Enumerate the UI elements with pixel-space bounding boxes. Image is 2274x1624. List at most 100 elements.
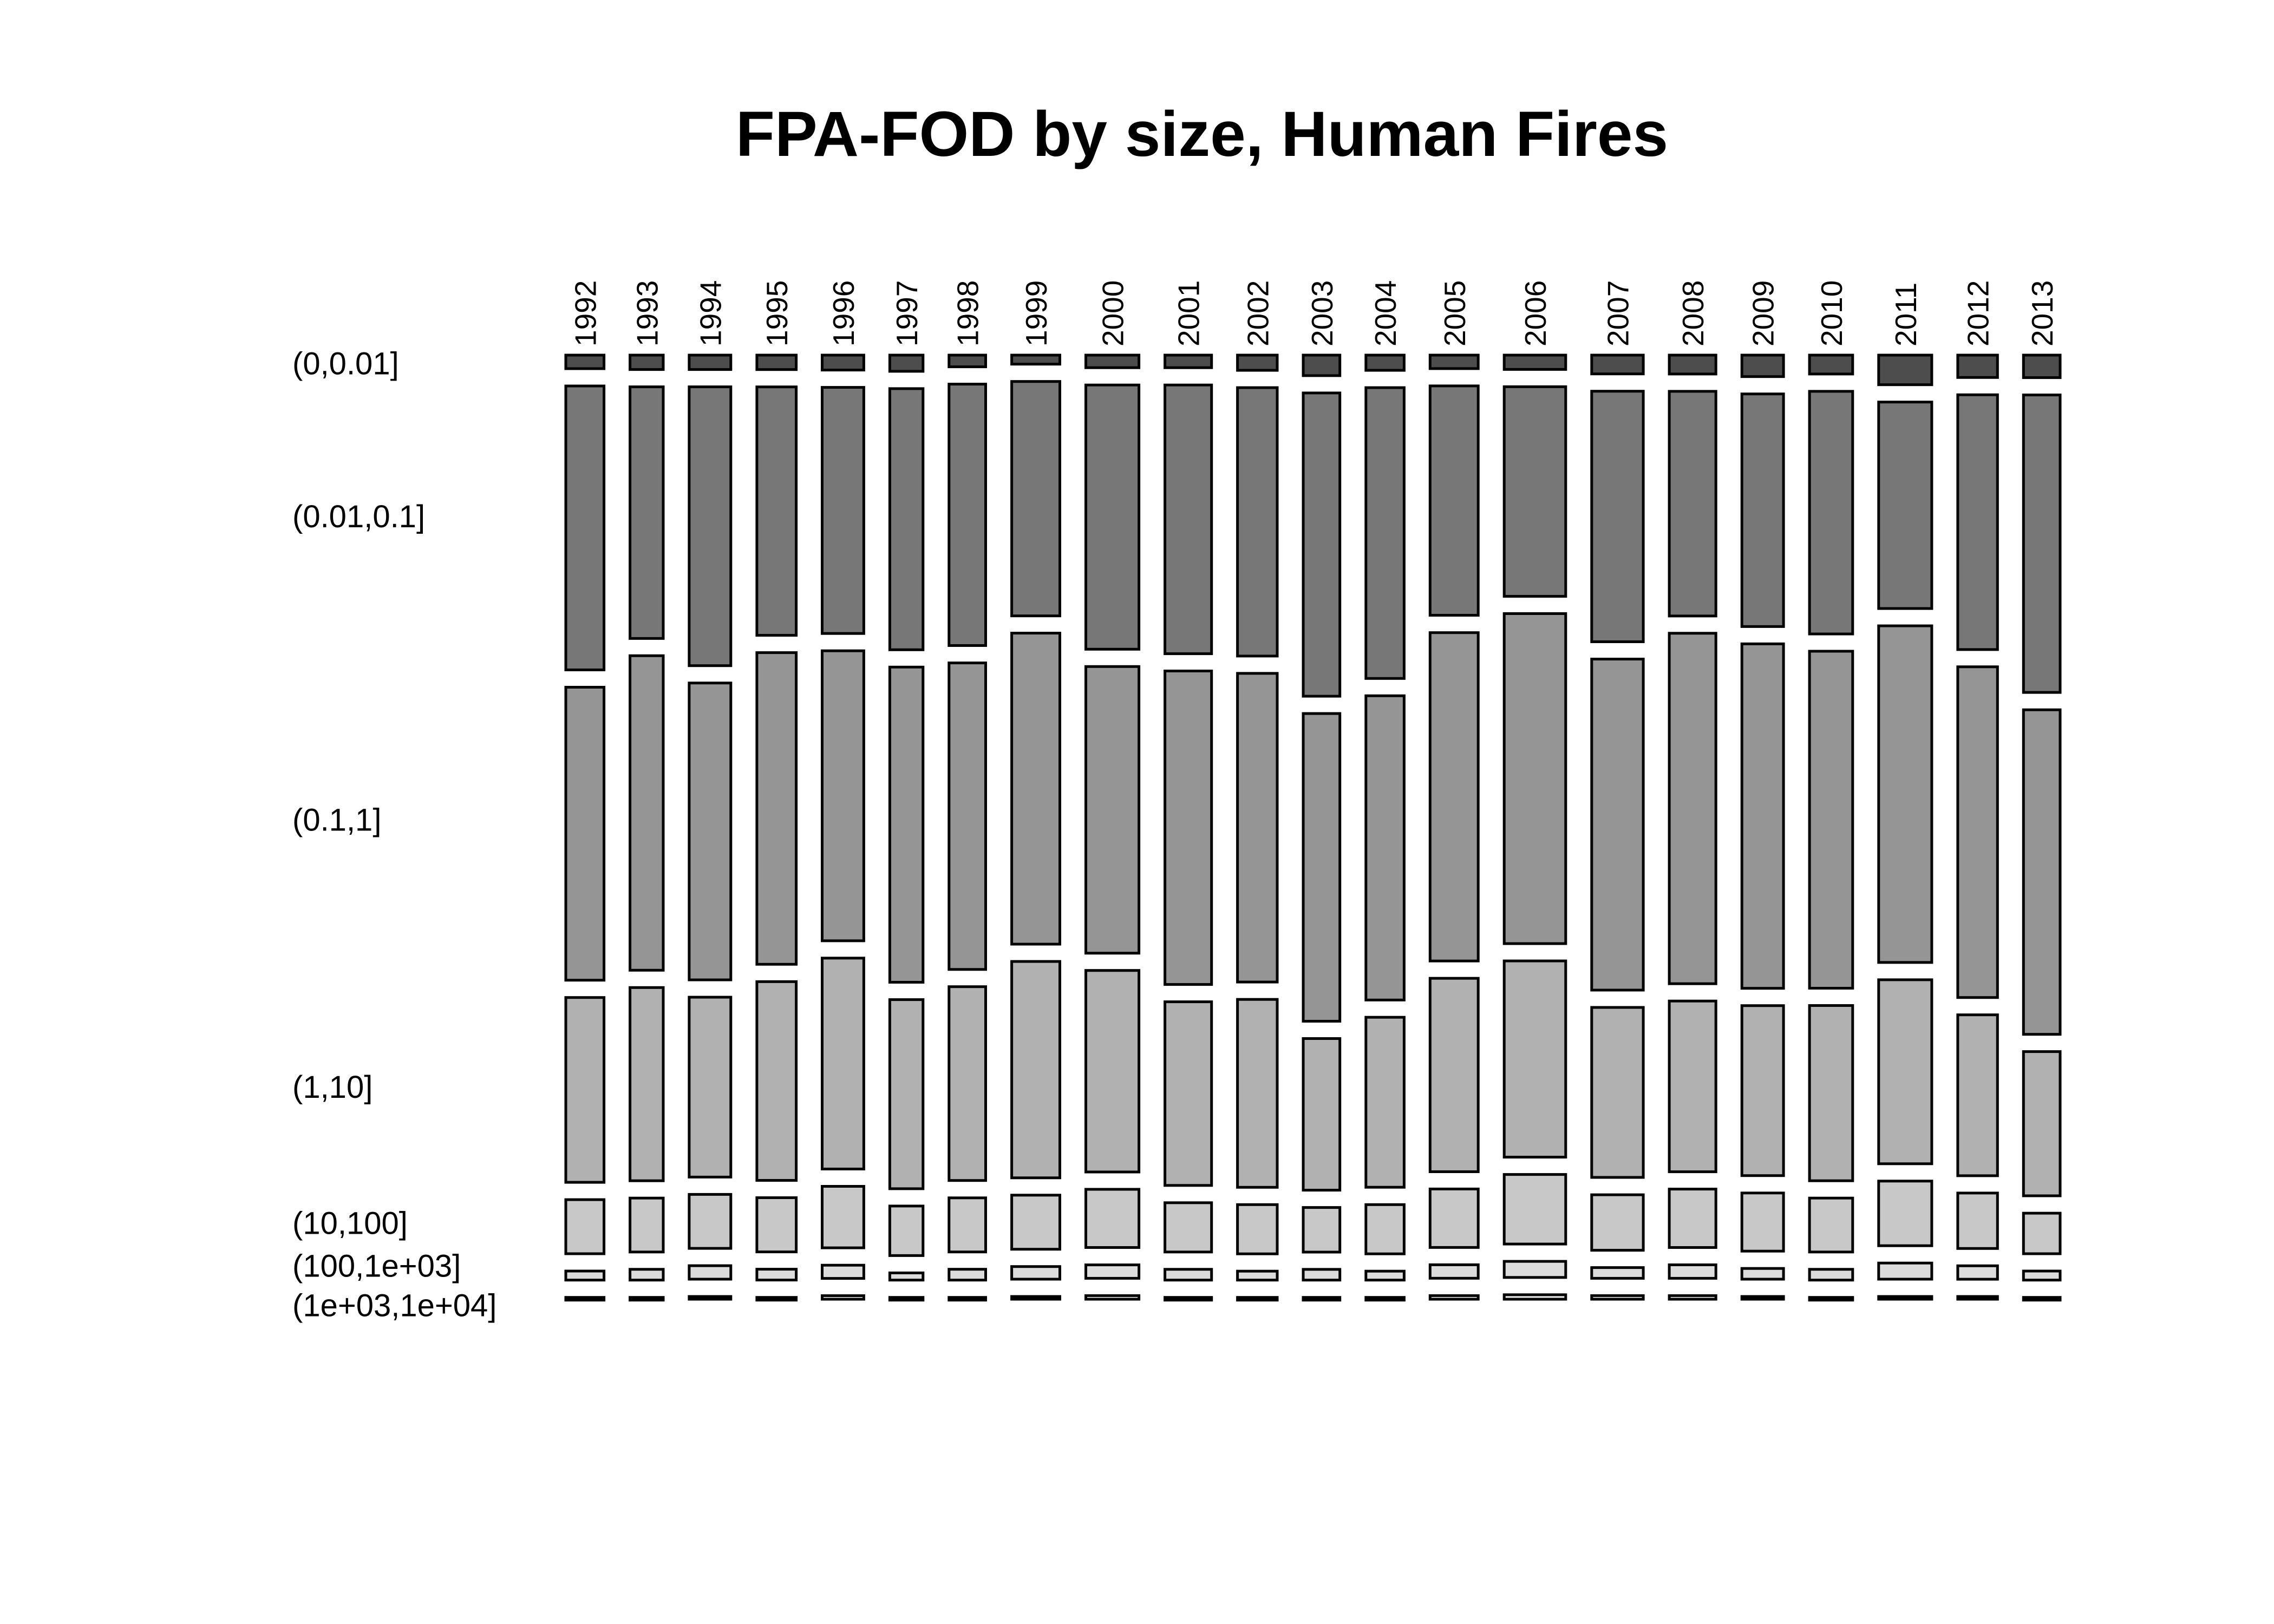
tile-2004-0-0-01 (1366, 355, 1404, 370)
tile-1997-0-1-1 (890, 667, 923, 982)
tile-2008-0-01-0-1 (1669, 391, 1716, 616)
tile-2013-0-1-1 (2023, 710, 2060, 1034)
tile-2008-100-1e-03 (1669, 1265, 1716, 1279)
tile-2012-0-0-01 (1958, 355, 1997, 377)
tile-2004-0-1-1 (1366, 696, 1404, 1000)
tile-2005-1-10 (1430, 978, 1478, 1171)
tile-2004-10-100 (1366, 1204, 1404, 1254)
column-label-1995: 1995 (760, 280, 794, 346)
tile-2002-0-01-0-1 (1238, 388, 1277, 656)
row-label-0-01-0-1: (0.01,0.1] (292, 499, 425, 534)
tile-2001-0-01-0-1 (1165, 385, 1212, 653)
column-label-2003: 2003 (1305, 280, 1339, 346)
column-labels: 1992 1993 1994 1995 1996 1997 1998 1999 2000 2001… (568, 280, 2059, 346)
column-label-2012: 2012 (1962, 280, 1995, 346)
tile-2011-0-0-01 (1879, 355, 1932, 385)
tile-1996-1e-03-1e-04 (822, 1296, 864, 1300)
tile-2005-0-01-0-1 (1430, 386, 1478, 615)
tile-1992-0-01-0-1 (566, 386, 604, 670)
row-label-1e-03-1e-04: (1e+03,1e+04] (292, 1288, 496, 1324)
tile-2004-100-1e-03 (1366, 1271, 1404, 1280)
tile-2006-0-1-1 (1504, 614, 1566, 944)
tile-2002-10-100 (1238, 1204, 1277, 1254)
column-label-1993: 1993 (630, 280, 664, 346)
tile-2010-0-1-1 (1809, 651, 1853, 988)
tile-2005-0-1-1 (1430, 633, 1478, 961)
tile-2003-1e-03-1e-04 (1303, 1298, 1340, 1300)
column-label-2010: 2010 (1815, 280, 1848, 346)
tile-2013-100-1e-03 (2023, 1271, 2060, 1280)
tile-1992-1e-03-1e-04 (566, 1298, 604, 1300)
tile-1992-0-1-1 (566, 687, 604, 980)
column-label-2000: 2000 (1096, 280, 1130, 346)
tile-1994-1e-03-1e-04 (689, 1296, 731, 1299)
column-label-2008: 2008 (1676, 280, 1710, 346)
tile-1995-0-0-01 (757, 355, 796, 370)
tile-2008-10-100 (1669, 1189, 1716, 1248)
tile-2009-1-10 (1742, 1006, 1783, 1176)
tile-2010-100-1e-03 (1809, 1269, 1853, 1280)
row-label-0-0-01: (0,0.01] (292, 346, 399, 381)
tile-1997-1-10 (890, 1000, 923, 1189)
tile-2003-0-01-0-1 (1303, 393, 1340, 696)
tile-2010-1e-03-1e-04 (1809, 1298, 1853, 1300)
tile-2004-0-01-0-1 (1366, 388, 1404, 678)
tile-2008-0-0-01 (1669, 355, 1716, 374)
tile-2013-0-01-0-1 (2023, 395, 2060, 693)
tile-2001-1e-03-1e-04 (1165, 1298, 1212, 1300)
column-label-2011: 2011 (1889, 283, 1923, 346)
column-label-1997: 1997 (890, 280, 924, 346)
tile-2012-0-01-0-1 (1958, 395, 1997, 650)
tile-2002-1e-03-1e-04 (1238, 1298, 1277, 1300)
tile-2007-1e-03-1e-04 (1592, 1295, 1643, 1299)
tile-1993-10-100 (630, 1198, 663, 1252)
tile-2008-0-1-1 (1669, 633, 1716, 984)
chart-title: FPA-FOD by size, Human Fires (736, 99, 1668, 170)
tile-2000-1e-03-1e-04 (1086, 1295, 1139, 1299)
tile-1994-0-0-01 (689, 355, 731, 370)
tile-2002-1-10 (1238, 999, 1277, 1187)
tile-2000-1-10 (1086, 971, 1139, 1172)
column-label-1998: 1998 (951, 280, 985, 346)
tile-2009-0-1-1 (1742, 644, 1783, 988)
tile-1999-10-100 (1012, 1195, 1060, 1249)
column-label-2005: 2005 (1438, 280, 1472, 346)
mosaic-tiles (566, 355, 2060, 1300)
tile-2007-0-0-01 (1592, 355, 1643, 374)
tile-2011-0-01-0-1 (1879, 402, 1932, 608)
tile-1997-10-100 (890, 1206, 923, 1256)
tile-2001-10-100 (1165, 1203, 1212, 1252)
column-label-2004: 2004 (1369, 280, 1402, 346)
tile-2000-10-100 (1086, 1189, 1139, 1248)
tile-2012-0-1-1 (1958, 667, 1997, 998)
tile-2002-0-1-1 (1238, 673, 1277, 982)
tile-2000-0-01-0-1 (1086, 385, 1139, 649)
tile-1993-0-0-01 (630, 355, 663, 370)
tile-1993-0-1-1 (630, 656, 663, 970)
tile-2012-1-10 (1958, 1015, 1997, 1176)
tile-1996-10-100 (822, 1187, 864, 1248)
tile-2011-100-1e-03 (1879, 1263, 1932, 1279)
tile-2012-10-100 (1958, 1193, 1997, 1248)
tile-2006-100-1e-03 (1504, 1261, 1566, 1278)
tile-2010-0-0-01 (1809, 355, 1853, 374)
tile-2004-1-10 (1366, 1017, 1404, 1187)
tile-1994-0-01-0-1 (689, 387, 731, 666)
tile-2001-1-10 (1165, 1002, 1212, 1186)
tile-2000-0-1-1 (1086, 666, 1139, 953)
tile-2011-0-1-1 (1879, 626, 1932, 962)
tile-1996-0-0-01 (822, 355, 864, 370)
tile-2006-10-100 (1504, 1175, 1566, 1245)
tile-1993-1-10 (630, 987, 663, 1181)
tile-1992-1-10 (566, 998, 604, 1182)
column-label-2009: 2009 (1747, 280, 1780, 346)
tile-2006-0-01-0-1 (1504, 387, 1566, 596)
tile-2003-100-1e-03 (1303, 1269, 1340, 1280)
tile-1999-0-0-01 (1012, 355, 1060, 364)
tile-1995-1-10 (757, 981, 796, 1180)
tile-1992-0-0-01 (566, 355, 604, 369)
tile-2001-0-1-1 (1165, 671, 1212, 985)
column-label-1996: 1996 (827, 280, 860, 346)
tile-2007-1-10 (1592, 1007, 1643, 1177)
tile-1995-1e-03-1e-04 (757, 1298, 796, 1300)
